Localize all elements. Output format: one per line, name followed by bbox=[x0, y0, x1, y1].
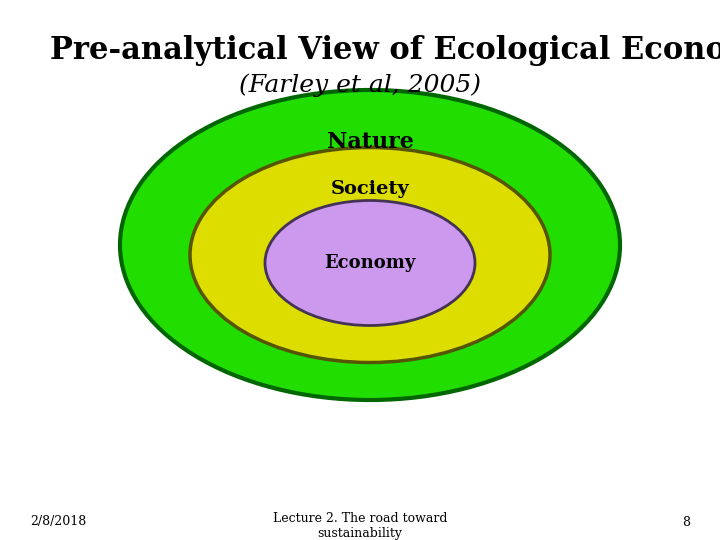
Text: Society: Society bbox=[330, 180, 410, 199]
Text: 2/8/2018: 2/8/2018 bbox=[30, 516, 86, 529]
Text: Lecture 2. The road toward
sustainability: Lecture 2. The road toward sustainabilit… bbox=[273, 512, 447, 540]
Text: Nature: Nature bbox=[327, 131, 413, 153]
Text: Pre-analytical View of Ecological Economics: Pre-analytical View of Ecological Econom… bbox=[50, 35, 720, 65]
Text: Economy: Economy bbox=[324, 254, 415, 272]
Text: 8: 8 bbox=[682, 516, 690, 529]
Ellipse shape bbox=[265, 200, 475, 326]
Text: (Farley et al, 2005): (Farley et al, 2005) bbox=[239, 73, 481, 97]
Ellipse shape bbox=[120, 90, 620, 400]
Ellipse shape bbox=[190, 147, 550, 362]
